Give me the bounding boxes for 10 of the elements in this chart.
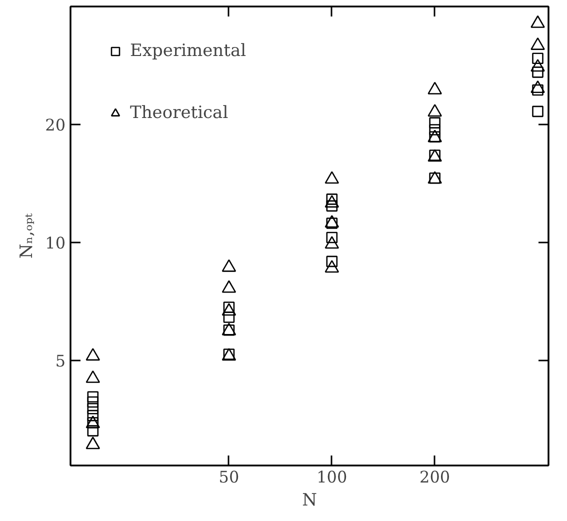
y-tick-label: 5 <box>55 352 66 371</box>
x-tick-label: 200 <box>420 468 450 486</box>
legend-label: Experimental <box>130 41 246 61</box>
x-tick-label: 100 <box>316 468 348 486</box>
x-tick-label: 50 <box>218 468 240 486</box>
y-tick-label: 10 <box>45 234 66 253</box>
y-axis-title: Nₙ,ₒₚₜ <box>17 212 38 259</box>
y-tick-label: 20 <box>45 116 66 135</box>
legend-label: Theoretical <box>130 103 228 123</box>
x-axis-title: N <box>302 490 318 510</box>
